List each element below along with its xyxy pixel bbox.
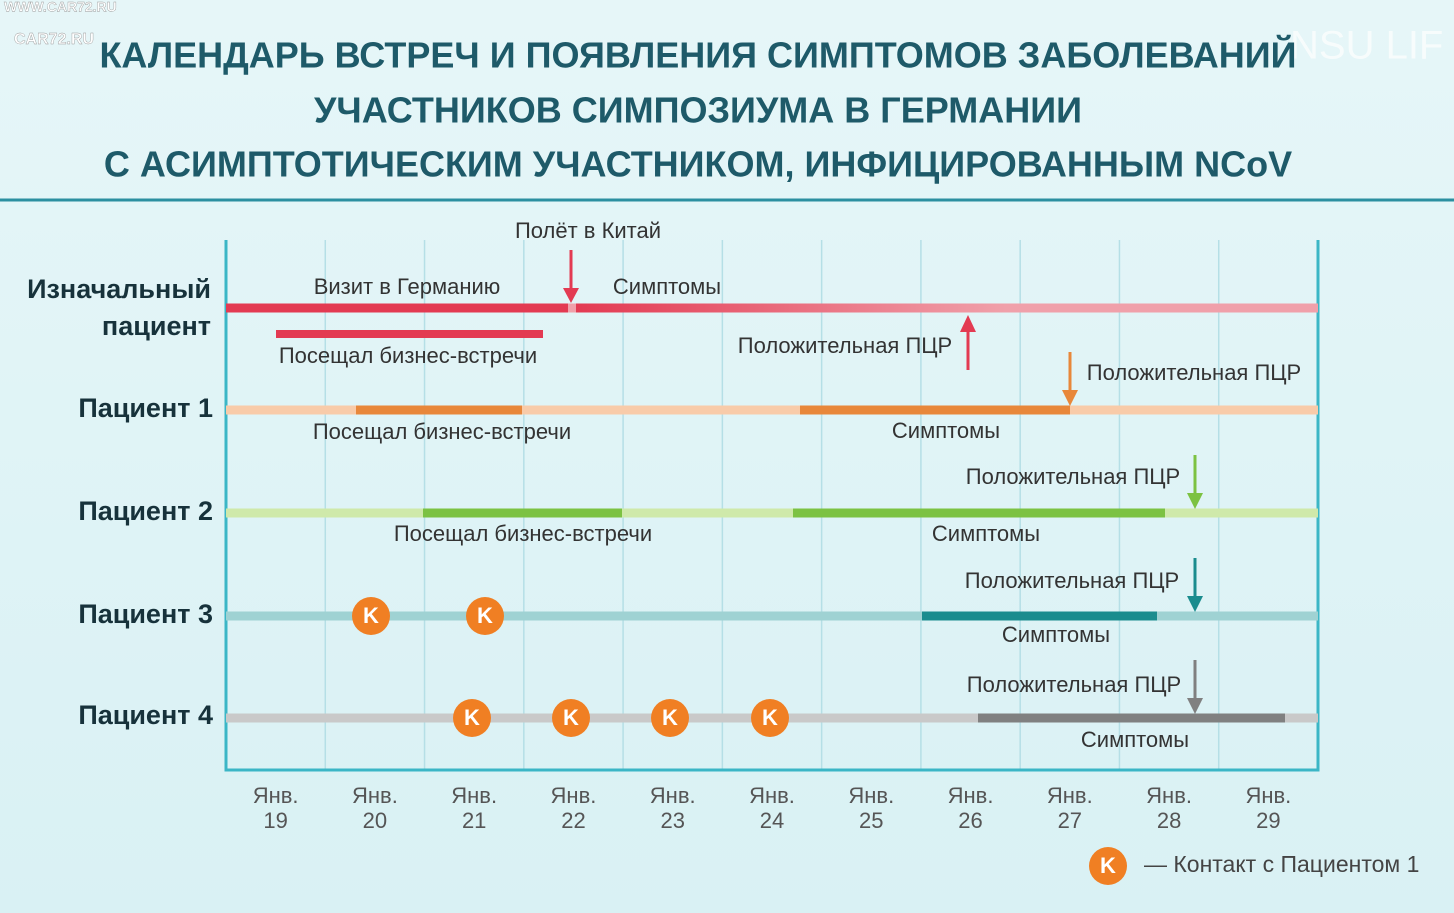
day-number: 21 — [462, 808, 486, 833]
annotation: Симптомы — [932, 521, 1040, 546]
arrow-head — [563, 288, 579, 303]
watermark: NSU LIF — [1290, 24, 1443, 68]
day-number: 24 — [760, 808, 784, 833]
row-label: Изначальный — [27, 274, 211, 304]
day-number: 26 — [958, 808, 982, 833]
contact-letter: K — [477, 603, 493, 628]
row-label: Пациент 3 — [78, 599, 213, 629]
day-number: 27 — [1058, 808, 1082, 833]
contact-letter: K — [1100, 853, 1116, 878]
contact-letter: K — [363, 603, 379, 628]
title-line: КАЛЕНДАРЬ ВСТРЕЧ И ПОЯВЛЕНИЯ СИМПТОМОВ З… — [99, 34, 1296, 76]
contact-letter: K — [563, 705, 579, 730]
annotation: Посещал бизнес-встречи — [279, 343, 537, 368]
contact-marker — [466, 597, 504, 635]
day-month: Янв. — [650, 783, 696, 808]
row-label: пациент — [102, 311, 211, 341]
contact-marker — [352, 597, 390, 635]
title-line: УЧАСТНИКОВ СИМПОЗИУМА В ГЕРМАНИИ — [314, 90, 1082, 131]
contact-marker — [552, 699, 590, 737]
frame — [224, 240, 1320, 772]
annotation: Симптомы — [892, 418, 1000, 443]
annotation: Положительная ПЦР — [967, 672, 1181, 697]
day-number: 25 — [859, 808, 883, 833]
annotation: Симптомы — [1002, 622, 1110, 647]
day-number: 20 — [363, 808, 387, 833]
annotation: Визит в Германию — [314, 274, 501, 299]
annotation: Положительная ПЦР — [965, 568, 1179, 593]
day-number: 19 — [263, 808, 287, 833]
annotation: Положительная ПЦР — [738, 333, 952, 358]
day-month: Янв. — [848, 783, 894, 808]
day-month: Янв. — [1245, 783, 1291, 808]
annotation: Посещал бизнес-встречи — [313, 419, 571, 444]
arrow-head — [960, 315, 976, 332]
arrows — [563, 250, 1203, 714]
annotation: Посещал бизнес-встречи — [394, 521, 652, 546]
annotation: Положительная ПЦР — [1087, 360, 1301, 385]
contact-letter: K — [762, 705, 778, 730]
arrow-head — [1187, 698, 1203, 714]
annotation: Симптомы — [613, 274, 721, 299]
annotation: Симптомы — [1081, 727, 1189, 752]
watermark: WWW.CAR72.RU — [4, 0, 117, 15]
annotation: Полёт в Китай — [515, 218, 661, 243]
annotation: Положительная ПЦР — [966, 464, 1180, 489]
day-month: Янв. — [451, 783, 497, 808]
day-number: 22 — [561, 808, 585, 833]
title-line: С АСИМПТОТИЧЕСКИМ УЧАСТНИКОМ, ИНФИЦИРОВА… — [104, 144, 1292, 185]
contact-marker — [651, 699, 689, 737]
legend-text: — Контакт с Пациентом 1 — [1144, 851, 1419, 877]
day-number: 29 — [1256, 808, 1280, 833]
contacts: K K K K K K K — [352, 597, 1127, 885]
grid: Янв.19Янв.20Янв.21Янв.22Янв.23Янв.24Янв.… — [224, 240, 1320, 833]
day-month: Янв. — [948, 783, 994, 808]
arrow-head — [1187, 596, 1203, 612]
day-number: 23 — [660, 808, 684, 833]
symptoms-bar — [576, 303, 1006, 313]
row-label: Пациент 1 — [78, 393, 213, 423]
arrow-head — [1187, 493, 1203, 509]
day-month: Янв. — [352, 783, 398, 808]
contact-marker — [1089, 847, 1127, 885]
day-month: Янв. — [1146, 783, 1192, 808]
contact-marker — [751, 699, 789, 737]
watermark: CAR72.RU — [14, 31, 94, 48]
day-month: Янв. — [749, 783, 795, 808]
contact-letter: K — [464, 705, 480, 730]
contact-marker — [453, 699, 491, 737]
day-month: Янв. — [253, 783, 299, 808]
row-label: Пациент 4 — [78, 700, 213, 730]
day-month: Янв. — [551, 783, 597, 808]
contact-letter: K — [662, 705, 678, 730]
row-label: Пациент 2 — [78, 496, 213, 526]
day-number: 28 — [1157, 808, 1181, 833]
day-month: Янв. — [1047, 783, 1093, 808]
arrow-head — [1062, 390, 1078, 406]
